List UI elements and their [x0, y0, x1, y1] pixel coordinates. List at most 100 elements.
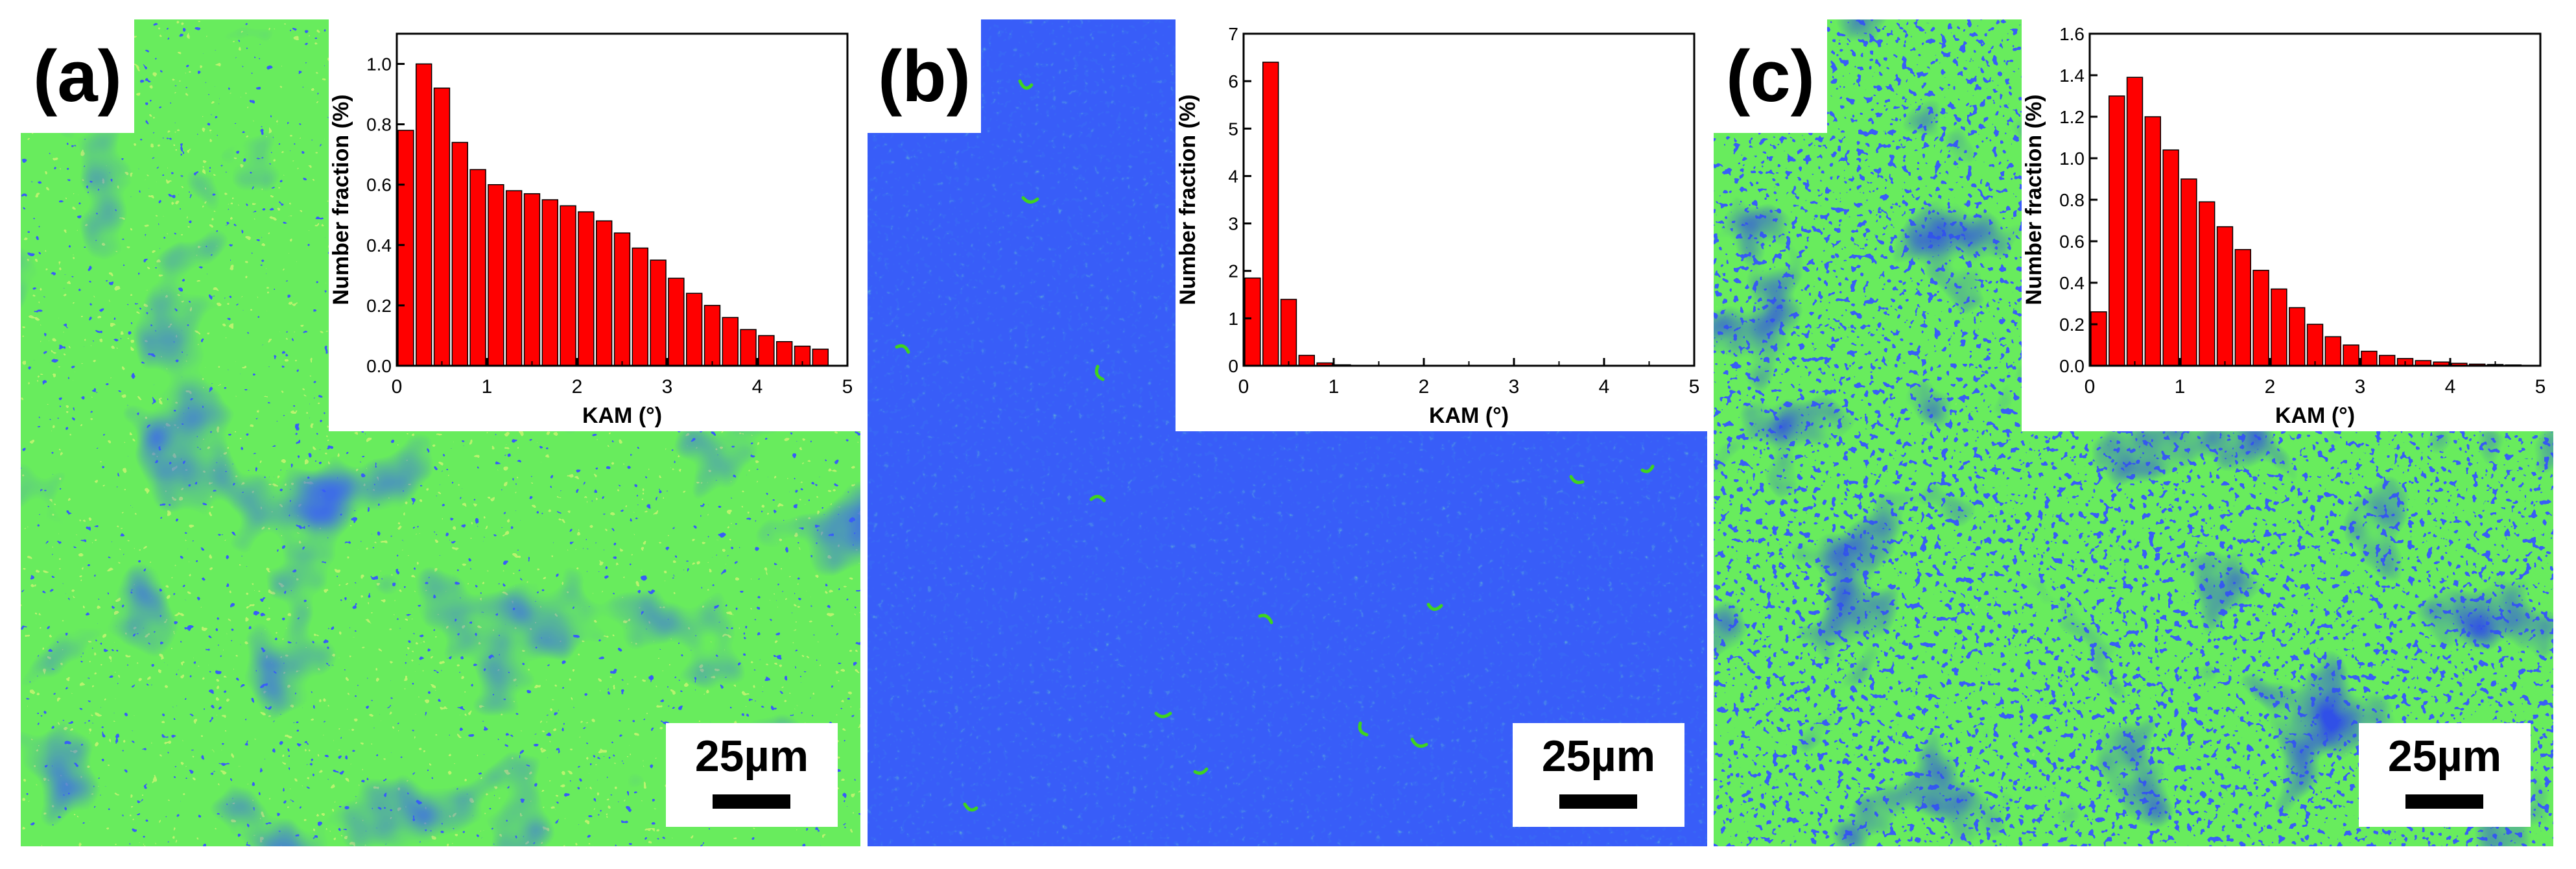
x-tick-label: 3: [2355, 376, 2366, 398]
y-tick-label: 0.0: [2059, 356, 2085, 376]
y-axis-label: Number fraction (%): [2022, 95, 2046, 305]
histogram-bar: [1298, 355, 1316, 366]
scale-bar-box: 25µm: [2359, 723, 2531, 827]
kam-histogram: 0 1 2 3 4 5 0.0 0.2 0.4 0.6 0.8 1.0 1.2 1.4 1.6 KAM (°)…: [2022, 24, 2546, 428]
panel-label: (c): [1714, 19, 1827, 133]
histogram-bar: [632, 247, 649, 366]
histogram-bar: [433, 88, 451, 366]
histogram-bar: [2271, 288, 2287, 366]
histogram-bar: [2361, 350, 2378, 366]
histogram-bar: [1280, 298, 1297, 366]
histogram-bar: [812, 348, 829, 366]
x-tick-label: 1: [1329, 376, 1340, 398]
y-tick-label: 1: [1228, 309, 1238, 329]
histogram-bar: [451, 141, 469, 366]
histogram-bar: [560, 205, 576, 366]
histogram-bar: [469, 169, 486, 366]
histogram-bar: [488, 184, 504, 366]
scale-bar: [1559, 794, 1637, 809]
histogram-bar: [2162, 149, 2179, 366]
x-tick-label: 2: [1419, 376, 1430, 398]
histogram-bar: [2090, 311, 2107, 366]
panel-label: (a): [21, 19, 134, 133]
y-tick-label: 5: [1228, 119, 1238, 139]
x-tick-label: 1: [482, 376, 493, 398]
y-tick-label: 0.2: [366, 296, 392, 316]
x-tick-label: 2: [2265, 376, 2276, 398]
x-tick-label: 5: [2535, 376, 2546, 398]
panel-label: (b): [868, 19, 981, 133]
x-tick-label: 0: [392, 376, 403, 398]
kam-map-panel-b: (b) 0 1 2 3 4 5 0 1 2 3 4 5 6 7 KAM (°) Number fraction…: [868, 19, 1707, 846]
x-axis-label: KAM (°): [2275, 403, 2355, 428]
y-tick-label: 1.0: [2059, 149, 2085, 169]
y-tick-label: 0.4: [366, 235, 392, 256]
x-axis-label: KAM (°): [1429, 403, 1509, 428]
x-tick-label: 5: [1689, 376, 1700, 398]
histogram-bar: [758, 335, 775, 366]
y-tick-label: 0.4: [2059, 273, 2085, 293]
x-tick-label: 4: [2445, 376, 2456, 398]
histogram-bar: [668, 278, 685, 366]
x-tick-label: 0: [2085, 376, 2096, 398]
x-tick-label: 2: [572, 376, 583, 398]
histogram-bar: [2252, 270, 2269, 366]
y-tick-label: 0.6: [2059, 232, 2085, 252]
histogram-bar: [2108, 95, 2125, 366]
histogram-bar: [415, 63, 432, 366]
histogram-bar: [703, 305, 721, 366]
histogram-bar: [505, 190, 523, 366]
scale-bar: [2405, 794, 2483, 809]
y-tick-label: 0.0: [366, 356, 392, 376]
histogram-bar: [2216, 226, 2234, 366]
histogram-bar: [2324, 336, 2342, 366]
y-tick-label: 0.6: [366, 175, 392, 195]
histogram-bar: [2306, 324, 2324, 366]
y-tick-label: 1.2: [2059, 107, 2085, 127]
x-tick-label: 3: [662, 376, 673, 398]
kam-histogram: 0 1 2 3 4 5 0 1 2 3 4 5 6 7 KAM (°) Number fraction (%): [1176, 24, 1700, 428]
x-axis-label: KAM (°): [582, 403, 662, 428]
y-tick-label: 3: [1228, 214, 1238, 234]
histogram-bar: [2234, 249, 2252, 366]
histogram-bar: [541, 199, 559, 366]
y-tick-label: 0.2: [2059, 315, 2085, 335]
histogram-bar: [613, 232, 631, 366]
histogram-bar: [775, 341, 793, 366]
histogram-bar: [2180, 178, 2197, 366]
y-tick-label: 6: [1228, 71, 1238, 91]
histogram-bar: [523, 193, 541, 366]
histogram-bar: [1244, 277, 1261, 366]
histogram-bar: [1262, 62, 1279, 366]
y-tick-label: 0: [1228, 356, 1238, 376]
x-tick-label: 0: [1238, 376, 1249, 398]
y-tick-label: 1.4: [2059, 65, 2085, 86]
y-tick-label: 2: [1228, 261, 1238, 281]
histogram-bar: [2198, 201, 2216, 366]
y-axis-label: Number fraction (%): [329, 95, 353, 305]
histogram-bar: [722, 316, 739, 366]
plot-frame: [1242, 32, 1696, 367]
histogram-bar: [740, 329, 757, 366]
y-tick-label: 1.0: [366, 54, 392, 75]
scale-bar-label: 25µm: [2387, 732, 2502, 781]
histogram-bar: [2126, 77, 2144, 366]
histogram-bar: [650, 259, 667, 366]
x-tick-label: 4: [1599, 376, 1610, 398]
scale-bar-label: 25µm: [1541, 732, 1656, 781]
histogram-bar: [2288, 307, 2306, 366]
histogram-bar: [2378, 355, 2396, 366]
kam-histogram-inset: 0 1 2 3 4 5 0 1 2 3 4 5 6 7 KAM (°) Number fraction (%): [1176, 19, 1707, 431]
histogram-bar: [2144, 116, 2162, 366]
histogram-bar: [595, 220, 613, 366]
x-tick-label: 3: [1509, 376, 1520, 398]
x-tick-label: 4: [752, 376, 763, 398]
histogram-bar: [578, 211, 595, 366]
x-tick-label: 5: [842, 376, 853, 398]
kam-histogram-inset: 0 1 2 3 4 5 0.0 0.2 0.4 0.6 0.8 1.0 KAM (°) Number fr…: [329, 19, 860, 431]
y-axis-label: Number fraction (%): [1176, 95, 1200, 305]
y-tick-label: 4: [1228, 166, 1238, 186]
scale-bar-box: 25µm: [1513, 723, 1684, 827]
y-tick-label: 0.8: [2059, 190, 2085, 210]
histogram-bar: [685, 292, 703, 366]
